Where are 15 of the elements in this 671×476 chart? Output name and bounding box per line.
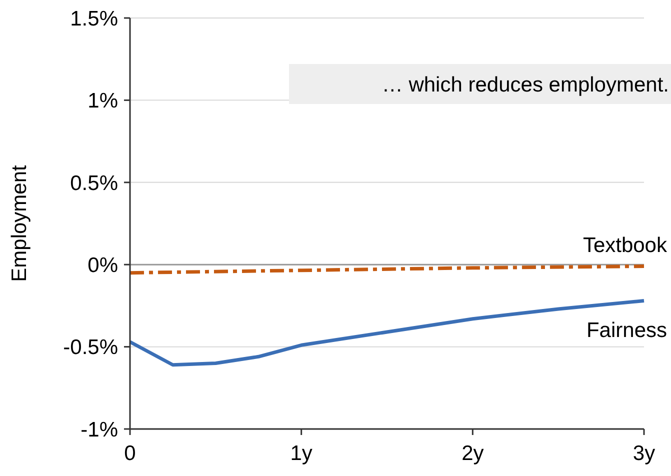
x-tick-label: 2y <box>462 442 484 465</box>
line-series <box>128 264 646 275</box>
x-tick-label: 3y <box>632 442 656 465</box>
y-axis-title: Employment <box>8 164 31 282</box>
series-label: Fairness <box>586 318 667 342</box>
y-tick-label: 0% <box>88 254 118 277</box>
y-tick-label: -1% <box>80 418 118 442</box>
annotation: … which reduces employment. <box>382 73 669 96</box>
y-tick-label: 1.5% <box>70 7 118 30</box>
y-tick-label: 1% <box>88 90 118 113</box>
x-tick-label: 1y <box>290 442 313 465</box>
y-tick-label: -0.5% <box>63 336 118 360</box>
x-tick-label: 0 <box>124 442 136 465</box>
y-tick-label: 0.5% <box>70 172 118 195</box>
series-label: Textbook <box>582 234 668 258</box>
